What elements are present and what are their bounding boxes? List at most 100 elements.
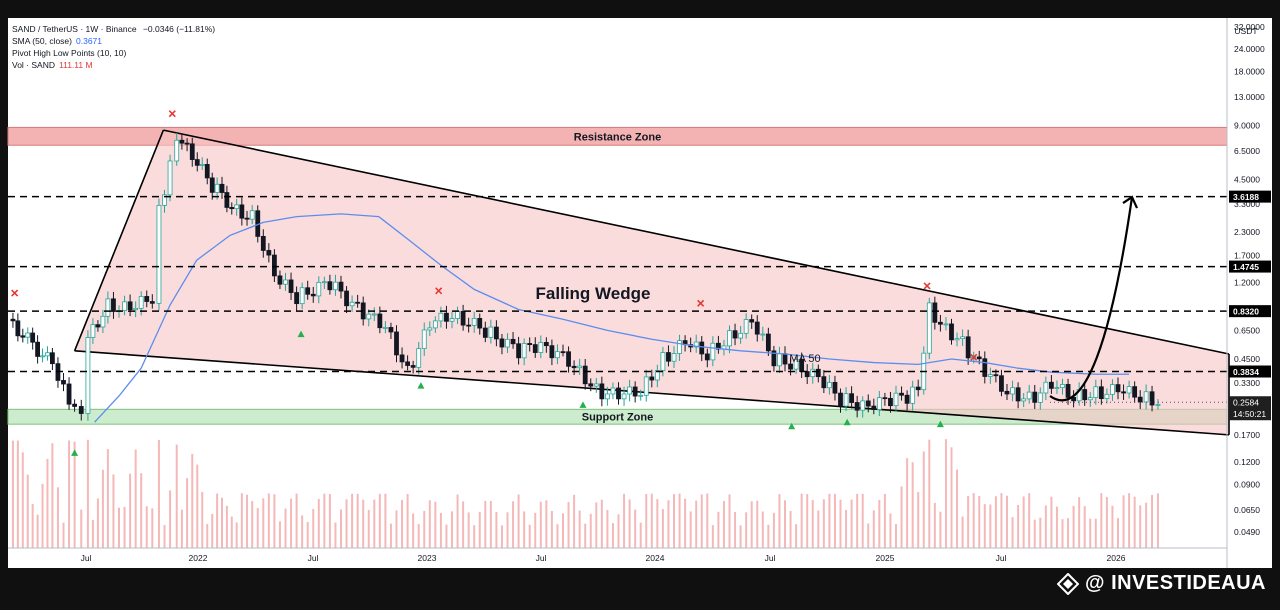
volume-bar [811,500,814,548]
volume-bar [661,509,664,548]
volume-bar [56,487,59,548]
x-tick-label: Jul [996,553,1007,563]
candle-body [555,351,560,359]
pivot-high-marker [435,287,443,295]
volume-bar [750,501,753,548]
candle-body [371,313,377,316]
wedge-lower-line [74,350,1230,436]
candle-body [871,405,877,410]
volume-bar [201,491,204,548]
volume-bar [73,441,76,548]
y-tick-label: 0.4500 [1234,354,1260,364]
candle-body [888,397,893,407]
volume-bar [656,499,659,548]
volume-bar [673,494,675,548]
candle-body [1060,384,1065,389]
candle-body [1054,387,1060,390]
candle-body [538,342,544,353]
vol-label: Vol · SAND [12,60,55,70]
volume-bar [900,486,903,548]
y-tick-label: 0.0900 [1234,479,1260,489]
volume-bar [434,501,437,548]
candle-body [815,368,821,378]
volume-bar [983,504,986,548]
volume-bar [1122,495,1125,548]
candle-body [982,358,988,377]
candle-body [344,290,349,307]
volume-bar [772,512,775,548]
candle-body [793,358,799,370]
price-label: 1.4745 [1233,262,1259,272]
candle-body [610,387,616,395]
candle-body [777,353,782,367]
candle-body [133,307,139,311]
volume-bar [961,516,964,548]
candle-body [904,394,910,404]
candle-body [516,343,521,359]
volume-bar [68,440,71,548]
chart-legend: SAND / TetherUS · 1W · Binance −0.0346 (… [12,23,215,71]
candle-body [366,313,372,320]
projection-arrowhead [1122,195,1139,209]
pivot-high-marker [168,110,176,118]
candle-body [1032,391,1038,403]
candle-body [427,327,433,331]
candle-body [882,397,888,400]
candle-body [333,281,338,291]
candle-body [111,298,116,312]
price-label: 0.3834 [1233,367,1259,377]
volume-bar [267,493,270,548]
pivot-high-marker [697,299,705,307]
candle-body [727,330,732,347]
pivot-low-marker [579,401,587,408]
y-tick-label: 2.3000 [1234,227,1260,237]
y-tick-label: 9.0000 [1234,121,1260,131]
y-tick-label: 0.1200 [1234,457,1260,467]
candle-body [560,351,566,354]
volume-bar [312,509,315,548]
candle-body [1121,391,1126,394]
candle-body [510,338,516,345]
volume-bar [439,512,442,548]
volume-bar [1094,518,1097,548]
candle-body [732,330,738,339]
volume-bar [573,494,576,548]
candle-body [167,160,173,196]
volume-bar [462,501,465,548]
volume-bar [778,494,781,548]
candle-body [338,281,344,292]
volume-bar [101,469,104,548]
candle-body [179,139,185,144]
volume-bar [225,505,228,548]
candle-body [627,386,632,395]
candle-body [493,326,499,340]
volume-bar [933,502,936,548]
volume-bar [528,524,531,548]
volume-bar [878,499,881,548]
candle-body [1143,391,1149,403]
volume-bar [246,494,249,548]
volume-bar [895,524,897,548]
volume-bar [86,439,89,548]
volume-bar [1067,518,1070,548]
watermark-text: @ INVESTIDEAUA [1085,572,1266,594]
volume-bar [861,493,864,548]
volume-bar [367,509,370,548]
volume-bar [994,496,997,548]
volume-bar [600,499,603,548]
volume-bar [31,503,34,548]
volume-bar [1128,493,1131,548]
volume-bar [1117,518,1119,548]
volume-bar [617,514,620,548]
candle-body [1115,384,1121,393]
candle-body [349,301,355,307]
volume-bar [91,519,94,548]
candle-body [174,139,180,162]
volume-bar [406,494,409,548]
candle-body [649,376,655,381]
volume-bar [378,493,381,548]
volume-bar [628,499,631,548]
sma-label: SMA (50, close) [12,36,72,46]
candle-body [1037,392,1043,403]
